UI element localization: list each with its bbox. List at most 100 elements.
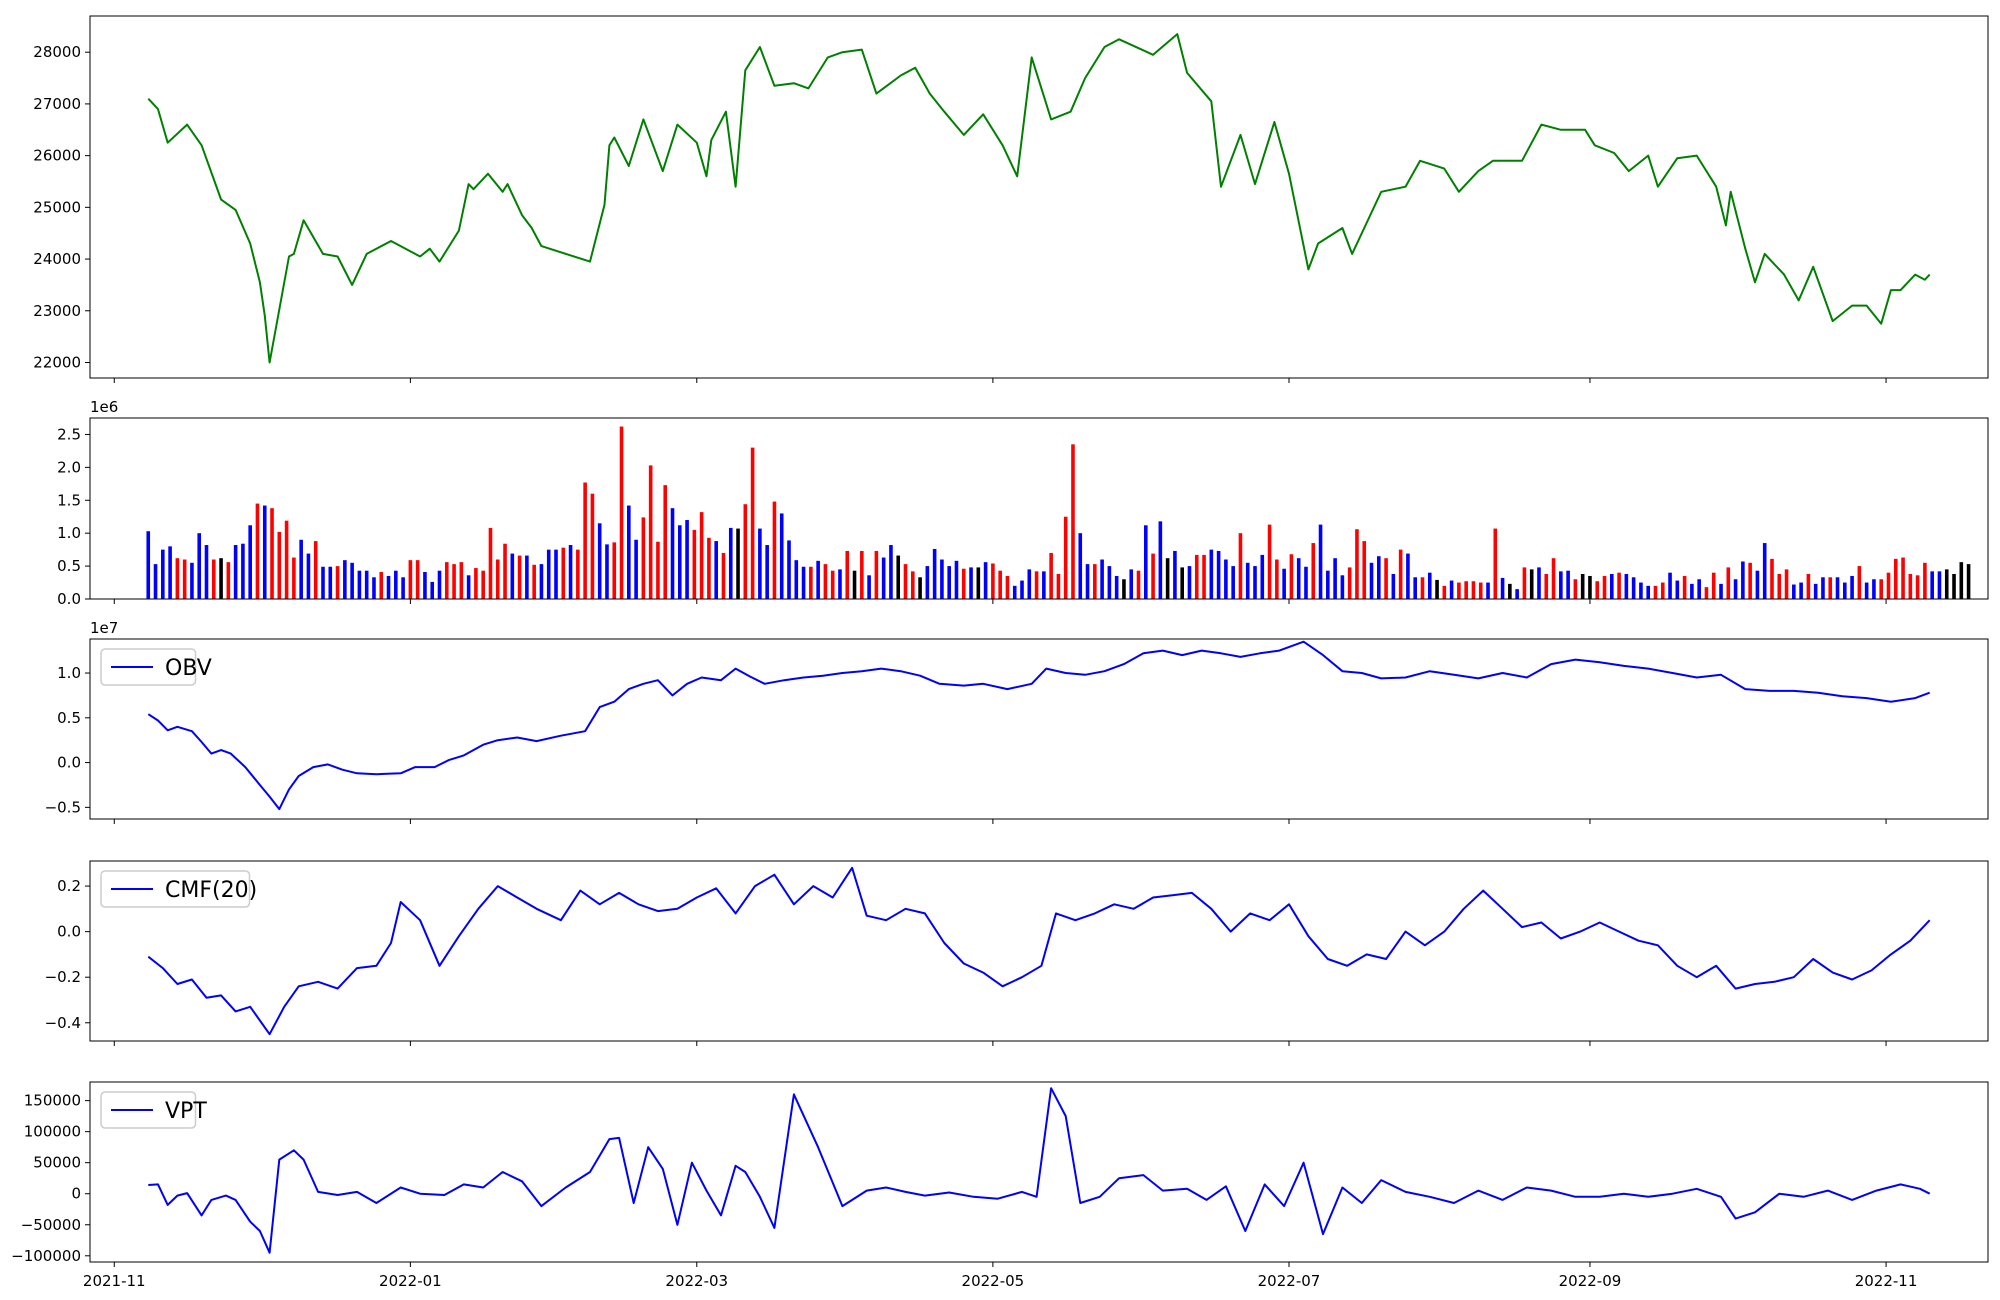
vpt-ytick-label: 50000 (33, 1154, 81, 1172)
xtick-label: 2022-05 (962, 1272, 1025, 1290)
volume-bar (1049, 552, 1053, 599)
volume-bar (736, 528, 740, 599)
volume-bar (292, 557, 296, 599)
volume-bar (517, 555, 522, 599)
volume-bar (1886, 572, 1891, 599)
volume-bar (1362, 541, 1367, 599)
volume-bar (1406, 553, 1410, 599)
volume-bar (750, 447, 755, 599)
volume-bar (983, 562, 988, 599)
volume-bar (219, 558, 223, 599)
volume-bar (940, 559, 944, 599)
volume-bar (1588, 575, 1592, 599)
volume-bar (1311, 543, 1316, 599)
volume-bar (1136, 570, 1141, 599)
volume-bar (743, 504, 748, 599)
volume-bar (1253, 566, 1257, 599)
volume-bar (459, 562, 464, 599)
volume-bar (1697, 579, 1701, 599)
volume-bar (758, 528, 762, 599)
volume-bar (1864, 582, 1869, 599)
volume-bar (1639, 582, 1643, 599)
volume-bar (1151, 553, 1155, 599)
volume-bar (1668, 572, 1672, 599)
volume-bar (1908, 573, 1913, 599)
volume-bar (794, 560, 799, 599)
volume-bar (1893, 558, 1898, 599)
volume-bar (663, 485, 668, 599)
volume-bar (335, 566, 340, 599)
cmf-legend-label: CMF(20) (165, 878, 257, 903)
volume-bar (1027, 569, 1032, 599)
volume-bar (394, 570, 398, 599)
volume-bar (1959, 562, 1964, 599)
volume-bar (1704, 587, 1709, 599)
volume-bar (1937, 571, 1942, 599)
volume-bar (816, 560, 820, 599)
volume-bar (321, 566, 325, 599)
volume-bar (1580, 573, 1585, 599)
volume-bar (1042, 571, 1046, 599)
price-ytick-label: 23000 (33, 302, 81, 320)
volume-bar (583, 482, 587, 599)
volume-bar (452, 564, 456, 599)
cmf-axes-frame (89, 860, 1989, 1042)
volume-bar (1420, 577, 1425, 599)
volume-bar (612, 542, 617, 599)
volume-bar (932, 548, 937, 599)
cmf-panel: −0.4 −0.2 0.0 0.2 CMF(20) (45, 860, 1989, 1046)
volume-bar (809, 566, 813, 599)
volume-bar (1442, 585, 1447, 599)
volume-bar (1333, 558, 1337, 599)
volume-panel: 0.0 0.5 1.0 1.5 2.0 2.5 1e6 (57, 398, 1989, 608)
volume-bar (1930, 571, 1934, 599)
volume-bar (1762, 543, 1767, 599)
volume-bar (867, 575, 871, 599)
volume-bar (823, 564, 828, 599)
volume-bar (313, 541, 318, 599)
volume-bar (299, 539, 303, 599)
volume-ytick-label: 2.5 (57, 425, 81, 443)
vpt-ytick-label: 0 (71, 1185, 81, 1203)
volume-bar (525, 555, 529, 599)
volume-bar (772, 501, 777, 599)
volume-bar (386, 575, 391, 599)
volume-bar (1085, 564, 1090, 599)
volume-ytick-label: 1.0 (57, 524, 81, 542)
volume-bar (605, 544, 609, 599)
volume-bar (1173, 550, 1177, 599)
volume-bar (372, 577, 376, 599)
volume-bar (1879, 579, 1884, 599)
obv-axes-frame (89, 638, 1989, 820)
volume-bar (474, 568, 478, 599)
obv-legend-label: OBV (165, 656, 212, 681)
volume-bar (1741, 561, 1745, 599)
volume-bar (204, 545, 209, 599)
volume-bar (408, 560, 413, 599)
volume-bar (852, 570, 857, 599)
volume-bar (415, 560, 420, 599)
volume-bar (1544, 573, 1549, 599)
volume-bar (255, 503, 260, 599)
volume-bar (1486, 582, 1490, 599)
volume-bar (1347, 567, 1352, 599)
volume-bar (1413, 577, 1418, 599)
volume-bar (954, 560, 959, 599)
volume-bar (881, 557, 886, 599)
price-axes-frame (89, 15, 1989, 379)
volume-bar (1187, 566, 1192, 599)
volume-bar (437, 570, 442, 599)
volume-bar (1719, 583, 1723, 599)
volume-axes-frame (89, 417, 1989, 600)
volume-bar (1391, 573, 1396, 599)
volume-bar (590, 493, 595, 599)
volume-bar (648, 465, 653, 599)
volume-bar (889, 545, 893, 599)
volume-bar (554, 549, 558, 599)
volume-bar (1384, 558, 1388, 599)
volume-ytick-label: 0.0 (57, 590, 81, 608)
volume-bar (1318, 524, 1323, 599)
volume-bar (226, 562, 231, 599)
volume-bar (350, 562, 354, 599)
volume-bar (197, 533, 202, 599)
